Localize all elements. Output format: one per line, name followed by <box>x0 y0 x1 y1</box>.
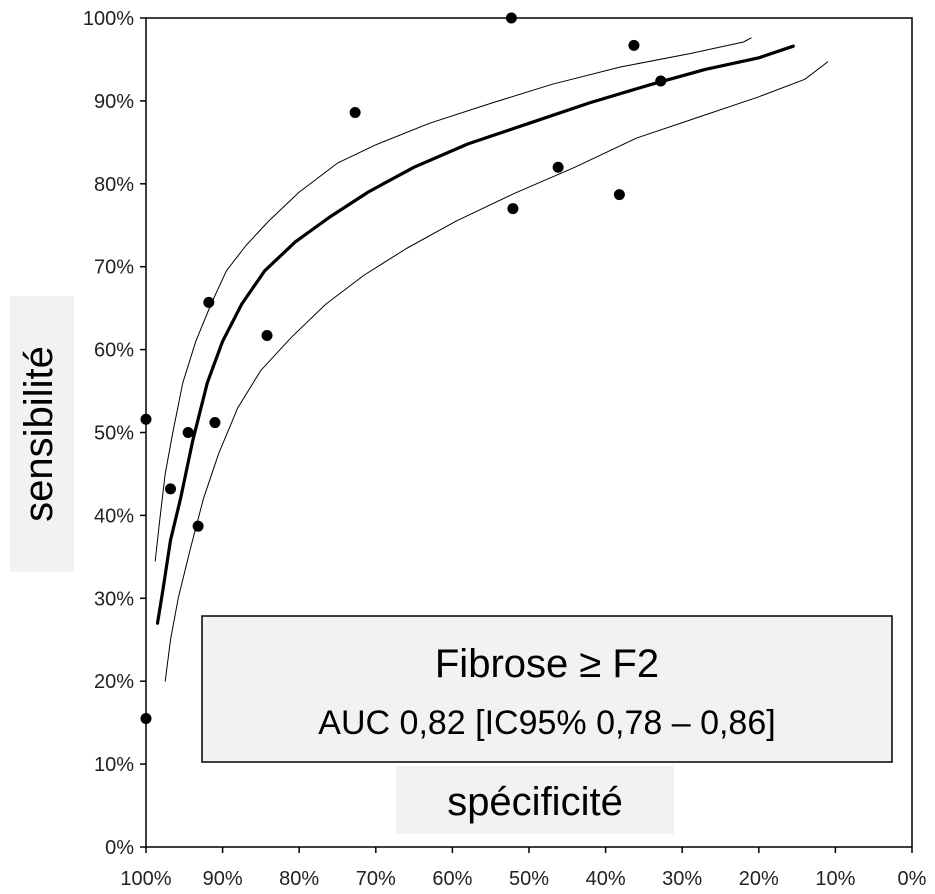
roc-curve <box>155 44 795 625</box>
data-point <box>552 161 564 173</box>
x-axis-label: spécificité <box>447 780 623 824</box>
y-axis-label-background <box>10 296 74 572</box>
data-point <box>140 713 152 725</box>
y-tick-label: 10% <box>94 754 134 776</box>
data-point <box>613 189 625 201</box>
x-tick-label: 90% <box>203 868 243 890</box>
data-point <box>165 483 177 495</box>
series-lines <box>154 37 829 682</box>
y-tick-label: 60% <box>94 340 134 362</box>
data-point <box>203 296 215 308</box>
x-tick-label: 0% <box>898 868 927 890</box>
y-axis-label: sensibilité <box>17 346 61 522</box>
data-point <box>507 203 519 215</box>
y-tick-label: 90% <box>94 91 134 113</box>
data-point <box>182 427 194 438</box>
y-tick-label: 30% <box>94 588 134 610</box>
data-point <box>655 75 667 87</box>
x-axis-label-background <box>396 766 674 834</box>
x-tick-label: 60% <box>432 868 472 890</box>
data-point <box>505 12 517 24</box>
y-tick-label: 40% <box>94 505 134 527</box>
x-tick-label: 100% <box>120 868 171 890</box>
x-tick-label: 50% <box>509 868 549 890</box>
annotation-title: Fibrose ≥ F2 <box>435 642 659 686</box>
data-point <box>192 520 204 532</box>
x-ticks: 100% 90% 80% 70% 60% 50% 40% 30% 20% 10% 0% <box>120 847 927 890</box>
x-tick-label: 30% <box>662 868 702 890</box>
annotation-subtitle: AUC 0,82 [IC95% 0,78 – 0,86] <box>318 704 775 742</box>
y-tick-label: 50% <box>94 423 134 445</box>
data-point <box>349 107 361 119</box>
y-tick-label: 70% <box>94 257 134 279</box>
y-tick-label: 20% <box>94 671 134 693</box>
data-point <box>628 39 640 51</box>
x-tick-label: 20% <box>739 868 779 890</box>
series-points <box>140 12 667 725</box>
y-tick-label: 0% <box>105 837 134 859</box>
x-tick-label: 70% <box>356 868 396 890</box>
data-point <box>140 413 152 425</box>
y-tick-label: 80% <box>94 174 134 196</box>
ci-lower-line <box>164 61 829 682</box>
y-ticks: 0% 10% 20% 30% 40% 50% 60% 70% 80% 90% 100% <box>83 8 146 859</box>
x-tick-label: 10% <box>815 868 855 890</box>
x-tick-label: 80% <box>279 868 319 890</box>
x-tick-label: 40% <box>586 868 626 890</box>
data-point <box>261 330 273 342</box>
annotation-box <box>201 615 893 763</box>
y-tick-label: 100% <box>83 8 134 30</box>
ci-upper-line <box>154 37 752 562</box>
data-point <box>209 417 221 429</box>
